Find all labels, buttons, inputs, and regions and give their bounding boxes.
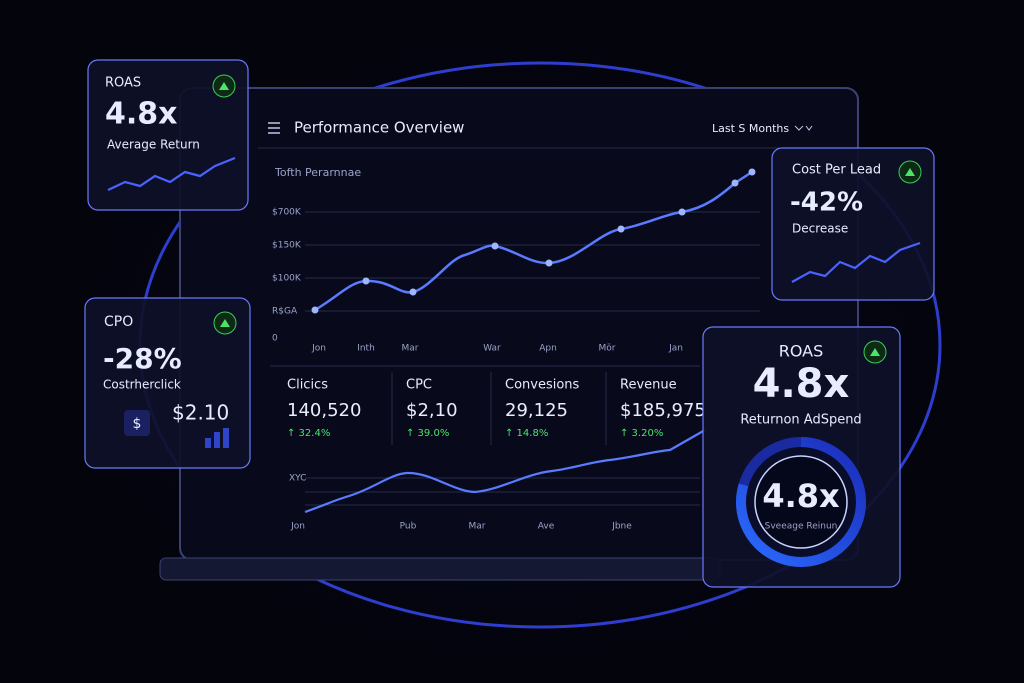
- gauge-inner: [754, 455, 848, 549]
- stat-value: $185,975: [620, 400, 706, 421]
- stat-change: ↑ 39.0%: [406, 428, 449, 439]
- dollar-icon: $: [133, 416, 142, 432]
- x-axis-label: Pub: [400, 522, 417, 532]
- y-axis-label: $100K: [272, 274, 302, 284]
- range-selector[interactable]: Last S Months: [712, 122, 789, 135]
- x-axis-label: Ave: [538, 522, 555, 532]
- card-value: 4.8x: [105, 97, 178, 132]
- main-line: [314, 170, 753, 312]
- card-caption: Average Return: [107, 138, 200, 152]
- chart-title: Tofth Perarnnae: [274, 166, 361, 179]
- x-axis-label: Jbne: [611, 522, 632, 532]
- x-axis-label: Apn: [539, 344, 557, 354]
- trend-arrow: [905, 168, 915, 176]
- x-axis-label: Jon: [290, 522, 305, 532]
- y-axis-label: $150K: [272, 241, 302, 251]
- gauge-caption: Sveeage Reinun: [765, 522, 838, 532]
- y-axis-label: 0: [272, 334, 278, 344]
- x-axis-label: Mar: [469, 522, 486, 532]
- x-axis-label: Inth: [357, 344, 375, 354]
- card-label: ROAS: [779, 342, 824, 361]
- y-axis-label: R$GA: [272, 307, 298, 317]
- stat-value: 29,125: [505, 400, 568, 421]
- x-axis-label: Jan: [668, 344, 683, 354]
- card-value: -28%: [103, 342, 182, 375]
- card-value: 4.8x: [753, 361, 850, 407]
- card-label: Cost Per Lead: [792, 163, 881, 178]
- trend-arrow: [220, 319, 230, 327]
- stat-value: 140,520: [287, 400, 361, 421]
- card-value: -42%: [790, 188, 863, 218]
- x-axis-label: Mör: [599, 344, 616, 354]
- y-axis-label: $700K: [272, 208, 302, 218]
- dollar-icon-box: [124, 410, 150, 436]
- x-axis-label: Mar: [402, 344, 419, 354]
- gauge-value: 4.8x: [762, 477, 840, 515]
- stat-label: CPC: [406, 378, 432, 393]
- gauge-arc: [736, 437, 866, 567]
- trend-arrow: [870, 348, 880, 356]
- bar-icon: [205, 428, 229, 448]
- card-caption: Returnon AdSpend: [740, 413, 861, 428]
- stat-value: $2,10: [406, 400, 458, 421]
- card-amount: $2.10: [172, 401, 229, 425]
- chart2-y-label: XYC: [289, 474, 306, 484]
- roas-card: [87, 59, 249, 211]
- cpl-card: [771, 147, 935, 301]
- sparkline: [107, 156, 236, 191]
- stat-change: ↑ 14.8%: [505, 428, 548, 439]
- panel-title: Performance Overview: [294, 119, 464, 137]
- card-label: ROAS: [105, 76, 141, 91]
- menu-icon: [268, 122, 280, 134]
- x-axis-label: Jon: [311, 344, 326, 354]
- main-points: [311, 168, 756, 314]
- stat-label: Revenue: [620, 378, 677, 393]
- card-caption: Costrherclick: [103, 378, 181, 392]
- stat-label: Clicics: [287, 378, 328, 393]
- stat-change: ↑ 32.4%: [287, 428, 330, 439]
- secondary-line: [304, 429, 706, 514]
- x-axis-label: War: [483, 344, 501, 354]
- sparkline: [791, 241, 921, 283]
- card-caption: Decrease: [792, 222, 848, 236]
- dropdown-arrow[interactable]: [794, 125, 813, 131]
- stat-label: Convesions: [505, 378, 580, 393]
- trend-arrow: [219, 82, 229, 90]
- stat-change: ↑ 3.20%: [620, 428, 663, 439]
- card-label: CPO: [104, 314, 133, 330]
- laptop-base: [159, 557, 721, 581]
